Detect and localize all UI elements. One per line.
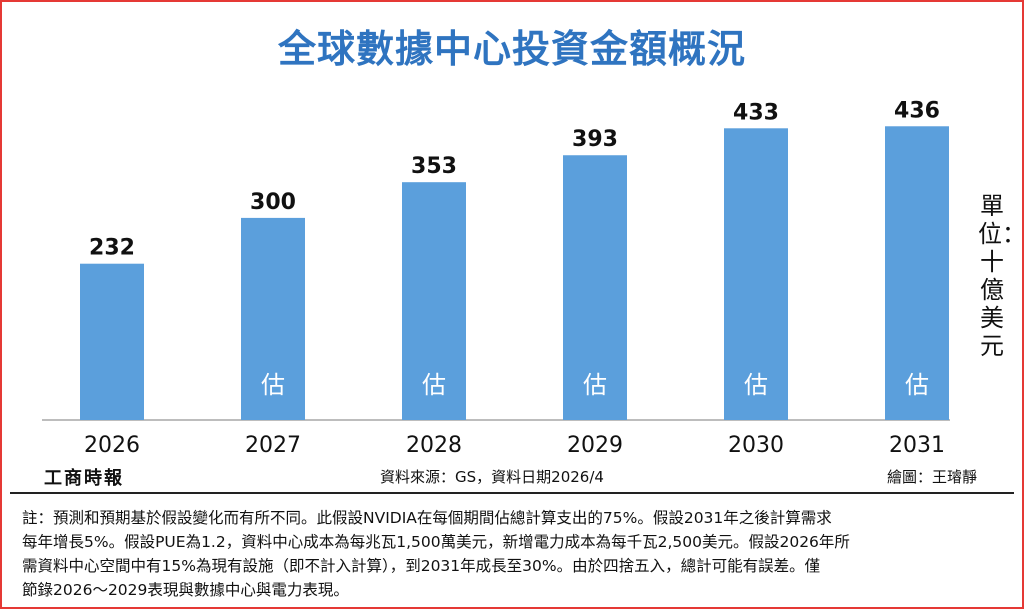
bar — [402, 182, 466, 420]
credit-text: 繪圖：王璿靜 — [887, 468, 978, 486]
data-label: 300 — [250, 190, 296, 215]
bar — [241, 217, 305, 420]
data-label: 232 — [89, 236, 135, 261]
source-text: 資料來源：GS，資料日期2026/4 — [380, 468, 604, 486]
estimate-mark: 估 — [905, 371, 929, 399]
estimate-mark: 估 — [261, 371, 285, 399]
publisher-logo: 工商時報 — [44, 468, 124, 489]
divider — [10, 492, 1014, 494]
x-tick-label: 2029 — [567, 433, 623, 458]
x-tick-label: 2026 — [84, 433, 140, 458]
footnote-line: 節錄2026～2029表現與數據中心與電力表現。 — [22, 581, 349, 599]
data-label: 353 — [411, 154, 457, 179]
bar — [724, 128, 788, 420]
x-tick-label: 2027 — [245, 433, 301, 458]
estimate-mark: 估 — [583, 371, 607, 399]
x-tick-label: 2031 — [889, 433, 945, 458]
footnote-line: 每年增長5%。假設PUE為1.2，資料中心成本為每兆瓦1,500萬美元，新增電力… — [22, 533, 850, 551]
x-tick-label: 2028 — [406, 433, 462, 458]
bar — [80, 263, 144, 420]
unit-label: 單位：十億美元 — [978, 192, 1024, 360]
data-label: 433 — [733, 100, 779, 125]
estimate-mark: 估 — [744, 371, 768, 399]
footnote-line: 註：預測和預期基於假設變化而有所不同。此假設NVIDIA在每個期間佔總計算支出的… — [22, 509, 832, 527]
estimate-mark: 估 — [422, 371, 446, 399]
bar — [563, 155, 627, 420]
data-label: 436 — [894, 98, 940, 123]
x-tick-label: 2030 — [728, 433, 784, 458]
data-label: 393 — [572, 127, 618, 152]
bar — [885, 126, 949, 420]
chart-title: 全球數據中心投資金額概況 — [277, 27, 746, 71]
footnote-line: 需資料中心空間中有15%為現有設施（即不計入計算），到2031年成長至30%。由… — [22, 557, 821, 575]
footnote: 註：預測和預期基於假設變化而有所不同。此假設NVIDIA在每個期間佔總計算支出的… — [22, 506, 1007, 602]
